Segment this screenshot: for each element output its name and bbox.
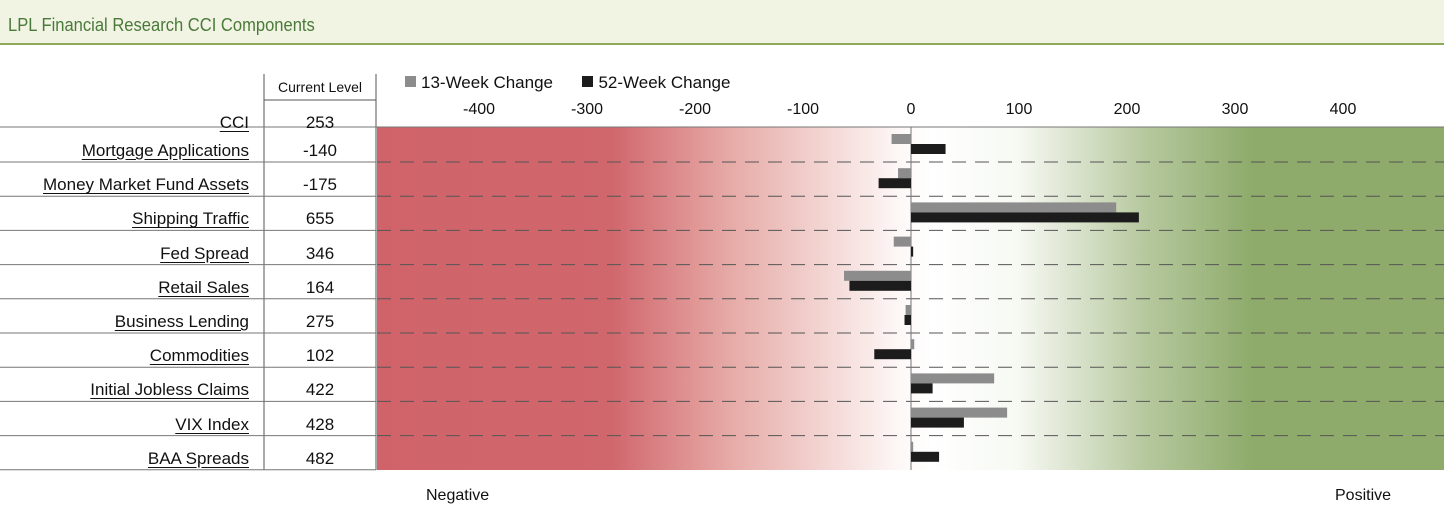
- bar-13-week: [911, 407, 1008, 418]
- legend-52-week: 52-Week Change: [582, 73, 730, 92]
- chart-title: LPL Financial Research CCI Components: [8, 15, 315, 35]
- bar-52-week: [874, 349, 911, 360]
- category-label: VIX Index: [175, 414, 249, 434]
- bar-13-week: [891, 134, 911, 144]
- category-label: Commodities: [149, 346, 249, 366]
- bar-13-week: [893, 236, 911, 247]
- legend: 13-Week Change 52-Week Change: [405, 73, 730, 93]
- title-bar: LPL Financial Research CCI Components: [0, 0, 1444, 45]
- current-level-value: 102: [305, 346, 335, 366]
- x-tick-label: -200: [678, 101, 712, 118]
- category-label: Business Lending: [114, 312, 249, 331]
- bar-13-week: [905, 305, 911, 315]
- x-tick-label: -100: [786, 101, 820, 118]
- cci-label: CCI: [219, 113, 249, 132]
- bar-52-week: [911, 383, 933, 394]
- bar-52-week: [911, 212, 1139, 223]
- bar-52-week: [911, 417, 964, 428]
- current-level-value: 346: [305, 243, 335, 263]
- bar-13-week: [911, 373, 995, 384]
- bar-13-week: [911, 441, 914, 452]
- current-level-header: Current Level: [277, 79, 363, 95]
- x-tick-label: 300: [1221, 101, 1249, 118]
- current-level-value: -140: [302, 141, 338, 160]
- current-level-value: 482: [305, 448, 335, 468]
- current-level-value: 422: [305, 380, 335, 400]
- x-tick-label: 400: [1329, 101, 1357, 118]
- x-tick-label: -300: [570, 101, 604, 118]
- bar-52-week: [849, 280, 911, 291]
- current-level-value: 164: [305, 277, 335, 297]
- bar-52-week: [911, 451, 940, 462]
- x-tick-label: 200: [1113, 101, 1141, 118]
- positive-label: Positive: [1335, 487, 1392, 504]
- legend-13-week: 13-Week Change: [405, 73, 553, 92]
- current-level-value: 275: [305, 312, 335, 331]
- category-label: Money Market Fund Assets: [43, 175, 249, 195]
- category-label: Fed Spread: [160, 243, 249, 263]
- cci-value: 253: [305, 113, 335, 132]
- bar-52-week: [911, 246, 914, 257]
- current-level-value: 428: [305, 414, 335, 434]
- category-label: Shipping Traffic: [132, 209, 249, 229]
- negative-label: Negative: [426, 487, 490, 504]
- bar-52-week: [878, 178, 911, 189]
- bar-13-week: [898, 168, 911, 179]
- current-level-value: -175: [302, 175, 338, 195]
- legend-52-week-label: 52-Week Change: [598, 73, 731, 92]
- x-tick-label: 100: [1005, 101, 1033, 118]
- x-tick-label: 0: [906, 101, 916, 118]
- bar-52-week: [904, 315, 911, 325]
- bar-13-week: [844, 270, 911, 281]
- category-label: Mortgage Applications: [81, 141, 249, 160]
- category-label: Initial Jobless Claims: [90, 380, 249, 400]
- x-tick-label: -400: [462, 101, 496, 118]
- bar-52-week: [911, 144, 946, 154]
- bar-13-week: [911, 339, 915, 350]
- legend-13-week-label: 13-Week Change: [421, 73, 553, 92]
- current-level-value: 655: [305, 209, 335, 229]
- category-label: BAA Spreads: [147, 448, 249, 468]
- bar-13-week: [911, 202, 1117, 213]
- category-label: Retail Sales: [158, 277, 249, 297]
